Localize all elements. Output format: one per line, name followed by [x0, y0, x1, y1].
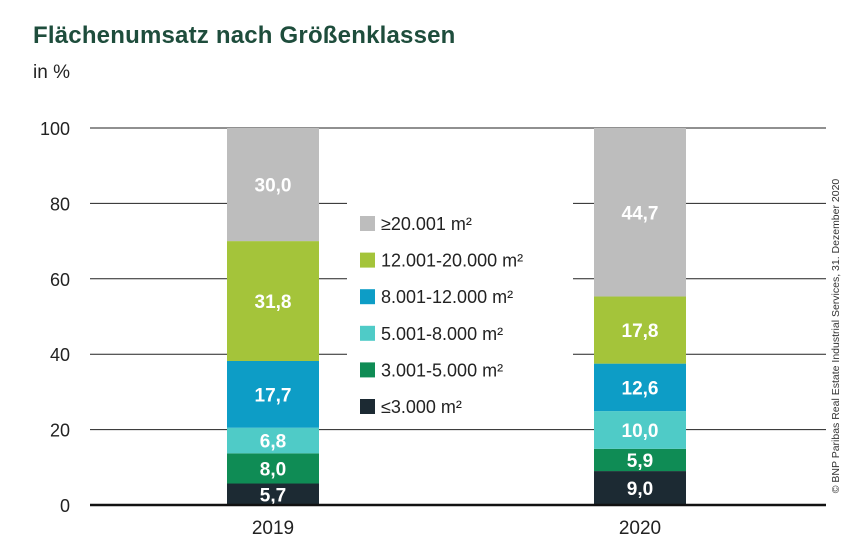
y-tick-label: 60: [50, 270, 70, 290]
legend-entry: ≥20.001 m²: [381, 214, 472, 234]
bars: 5,7 8,0 6,8 17,7 31,8 30,0 9,0 5,9 10,0 12,6 17,8 4…: [227, 128, 686, 506]
bar-segment: [594, 296, 686, 364]
bar-segment: [227, 483, 319, 505]
legend-swatch: [360, 399, 375, 414]
bar-segment: [594, 363, 686, 412]
bar-segment: [594, 128, 686, 297]
y-tick-label: 0: [60, 496, 70, 516]
legend-entry: 8.001-12.000 m²: [381, 287, 513, 307]
y-tick-label: 80: [50, 194, 70, 214]
legend-swatch: [360, 362, 375, 378]
y-axis-unit-label: in %: [33, 62, 70, 83]
data-label: 10,0: [622, 421, 659, 442]
data-label: 5,9: [627, 451, 653, 472]
legend-entry: 5.001-8.000 m²: [381, 324, 503, 344]
data-label: 12,6: [622, 378, 659, 399]
legend-background: [347, 198, 573, 420]
y-axis-ticks: 0 20 40 60 80 100: [40, 119, 70, 516]
legend: ≥20.001 m² 12.001-20.000 m² 8.001-12.000 m…: [347, 198, 573, 420]
data-label: 8,0: [260, 459, 286, 480]
data-label: 30,0: [255, 176, 292, 197]
bar-segment: [594, 448, 686, 472]
x-axis-labels: 2019 2020: [252, 518, 661, 539]
data-label: 44,7: [622, 203, 659, 224]
legend-entry: ≤3.000 m²: [381, 397, 462, 417]
bar-segment: [227, 360, 319, 428]
y-tick-label: 100: [40, 119, 70, 139]
data-label: 31,8: [255, 292, 292, 313]
legend-swatch: [360, 325, 375, 341]
bar-segment: [227, 241, 319, 361]
data-label: 6,8: [260, 432, 286, 453]
y-tick-label: 40: [50, 345, 70, 365]
bar-segment: [227, 453, 319, 484]
data-label: 5,7: [260, 485, 286, 506]
data-label: 9,0: [627, 479, 653, 500]
bar-segment: [227, 427, 319, 454]
legend-swatch: [360, 216, 375, 231]
legend-swatch: [360, 252, 375, 268]
bar-segment: [594, 411, 686, 449]
bar-segment: [227, 128, 319, 242]
legend-entry: 3.001-5.000 m²: [381, 360, 503, 380]
legend-swatch: [360, 289, 375, 305]
x-tick-label: 2020: [619, 518, 661, 539]
bar-segment: [594, 471, 686, 505]
x-tick-label: 2019: [252, 518, 294, 539]
y-tick-label: 20: [50, 421, 70, 441]
data-label: 17,8: [622, 321, 659, 342]
chart-title: Flächenumsatz nach Größenklassen: [33, 22, 456, 49]
legend-entry: 12.001-20.000 m²: [381, 251, 523, 271]
data-label: 17,7: [255, 385, 292, 406]
